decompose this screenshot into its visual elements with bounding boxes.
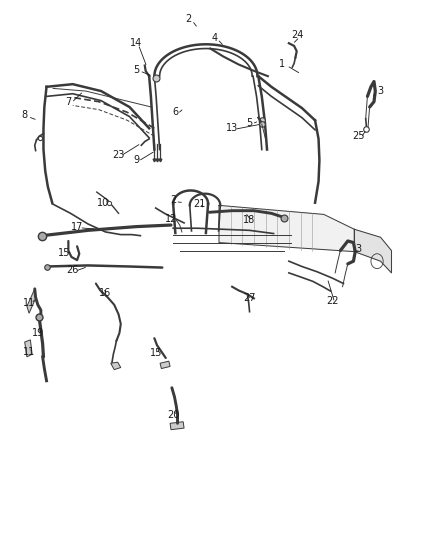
Text: 4: 4 bbox=[212, 33, 218, 43]
Text: 7: 7 bbox=[65, 96, 71, 107]
Text: 11: 11 bbox=[23, 297, 35, 308]
Polygon shape bbox=[25, 340, 32, 357]
Text: 6: 6 bbox=[172, 107, 178, 117]
Polygon shape bbox=[111, 362, 121, 369]
Text: 27: 27 bbox=[244, 293, 256, 303]
Text: 26: 26 bbox=[67, 265, 79, 274]
Text: 20: 20 bbox=[167, 410, 179, 421]
Text: 23: 23 bbox=[113, 150, 125, 160]
Polygon shape bbox=[170, 422, 184, 430]
Text: 2: 2 bbox=[170, 195, 176, 205]
Text: 17: 17 bbox=[71, 222, 83, 232]
Text: 3: 3 bbox=[356, 244, 362, 254]
Polygon shape bbox=[160, 361, 170, 368]
Text: 25: 25 bbox=[353, 131, 365, 141]
Text: 22: 22 bbox=[326, 296, 339, 306]
Text: 8: 8 bbox=[21, 110, 28, 120]
Polygon shape bbox=[354, 229, 392, 273]
Text: 21: 21 bbox=[193, 199, 205, 209]
Text: 15: 15 bbox=[58, 248, 70, 258]
Text: 5: 5 bbox=[247, 118, 253, 128]
Text: 19: 19 bbox=[32, 328, 44, 338]
Polygon shape bbox=[27, 289, 35, 313]
Text: 12: 12 bbox=[165, 214, 177, 224]
Text: 1: 1 bbox=[279, 60, 286, 69]
Text: 3: 3 bbox=[378, 86, 384, 96]
Text: 5: 5 bbox=[133, 65, 139, 75]
Text: 16: 16 bbox=[99, 288, 112, 298]
Text: 24: 24 bbox=[291, 30, 304, 41]
Text: 11: 11 bbox=[23, 346, 35, 357]
Polygon shape bbox=[219, 205, 354, 252]
Text: 18: 18 bbox=[244, 215, 256, 225]
Text: 15: 15 bbox=[149, 348, 162, 358]
Text: 13: 13 bbox=[226, 123, 238, 133]
Text: 14: 14 bbox=[130, 38, 142, 48]
Text: 9: 9 bbox=[133, 155, 139, 165]
Text: 2: 2 bbox=[185, 14, 191, 25]
Text: 10: 10 bbox=[97, 198, 110, 208]
